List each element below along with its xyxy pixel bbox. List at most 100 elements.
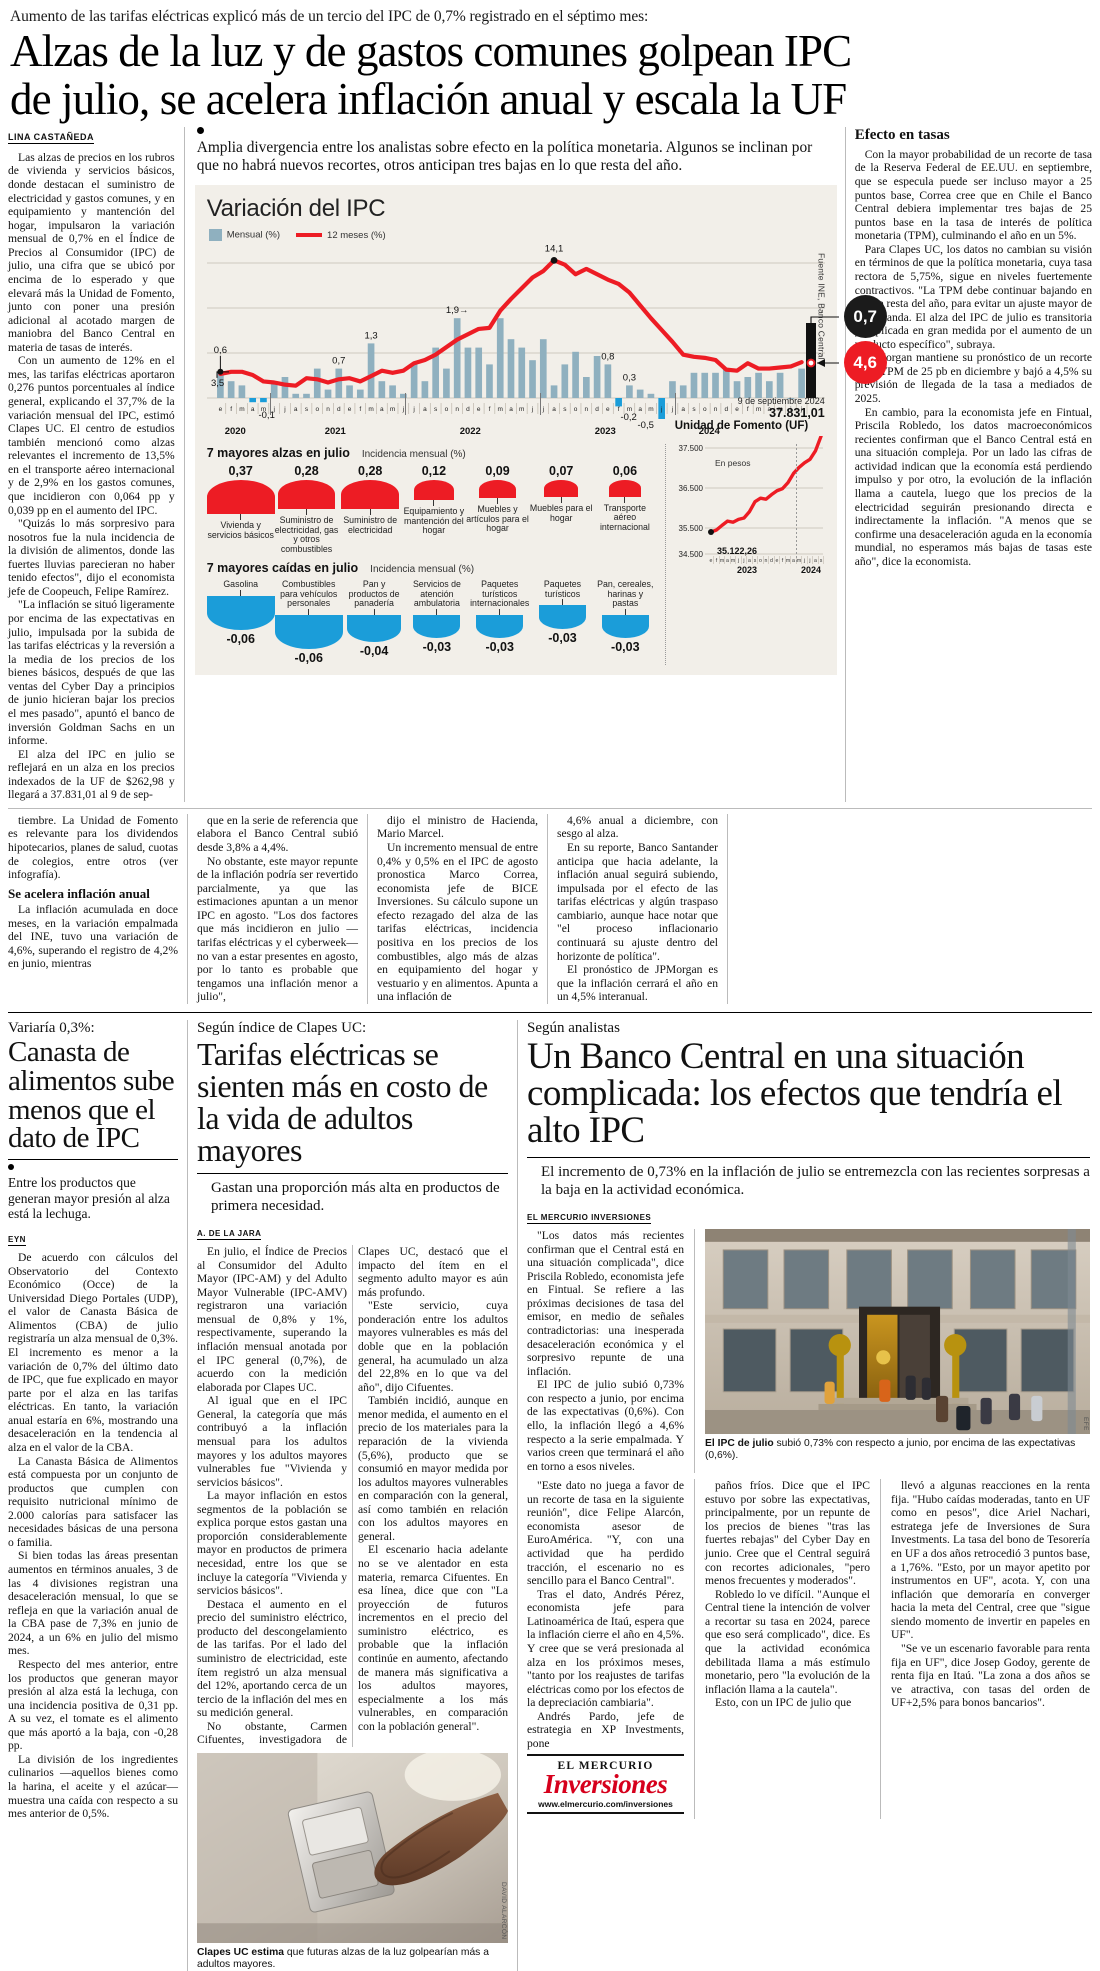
svg-text:e: e: [606, 406, 610, 413]
svg-text:a: a: [748, 558, 751, 564]
chart-bar: [582, 377, 590, 399]
story-a-body: De acuerdo con cálculos del Observatorio…: [8, 1251, 178, 1821]
story-b-deck: Gastan una proporción más alta en produc…: [211, 1180, 500, 1214]
chart-bar: [787, 398, 794, 400]
gauge-arc: [479, 480, 516, 499]
paragraph: llevó a algunas reacciones en la renta f…: [891, 1479, 1090, 1642]
chart-bar: [399, 394, 407, 399]
svg-text:e: e: [347, 406, 351, 413]
svg-text:s: s: [434, 406, 438, 413]
gauge-label: Paquetes turísticos: [543, 579, 582, 599]
story-a-byline: EYN: [8, 1235, 26, 1247]
paragraph: Con la mayor probabilidad de un recorte …: [854, 147, 1092, 243]
gauge-label: Servicios de atención ambulatoria: [412, 579, 461, 609]
chart-bar: [754, 373, 762, 399]
svg-text:a: a: [792, 558, 795, 564]
svg-text:m: m: [797, 558, 801, 564]
gauge-arc: [538, 605, 586, 629]
deck-bullet: [8, 1164, 14, 1171]
rates-sidebar: Efecto en tasas Con la mayor probabilida…: [844, 126, 1092, 802]
svg-text:n: n: [764, 558, 767, 564]
chart-bar: [518, 347, 525, 399]
story-b-kicker: Según índice de Clapes UC:: [197, 1019, 367, 1036]
paragraph: "Se ve un escenario favorable para renta…: [891, 1641, 1090, 1710]
svg-text:m: m: [756, 406, 761, 413]
chart-bar: [227, 381, 235, 399]
svg-text:j: j: [401, 406, 403, 413]
svg-text:d: d: [595, 406, 599, 413]
fall-gauge: Pan, cereales, harinas y pastas -0,03: [594, 579, 657, 665]
svg-text:j: j: [808, 558, 810, 564]
main-headline-line1: Alzas de la luz y de gastos comunes golp…: [10, 25, 852, 76]
chart-bar: [744, 377, 751, 399]
story-c-col3: llevó a algunas reacciones en la renta f…: [891, 1479, 1090, 1819]
uf-headline-value: 37.831,01: [769, 406, 825, 421]
photo-banco-central: EFE: [705, 1229, 1090, 1435]
fall-gauge: Paquetes turísticos -0,03: [531, 579, 594, 665]
svg-text:a: a: [814, 558, 817, 564]
paragraph: "Quizás lo más sorpresivo para nosotros …: [8, 517, 175, 598]
inversiones-logo[interactable]: EL MERCURIO Inversiones www.elmercurio.c…: [527, 1754, 684, 1815]
gauge-value: -0,04: [359, 643, 389, 658]
paragraph: También incidió, aunque en menor medida,…: [358, 1394, 508, 1543]
svg-text:e: e: [477, 406, 481, 413]
svg-text:s: s: [753, 558, 756, 564]
gauge-arc: [274, 614, 343, 649]
lower-section: Variaría 0,3%: Canasta de alimentos sube…: [8, 1011, 1092, 1971]
uf-chart-svg: 37.500 36.500 35.500 34.500 En pesos 35.…: [678, 434, 824, 575]
svg-text:m: m: [626, 406, 631, 413]
chart-annotation: 1,3: [364, 331, 377, 342]
chart-bar: [356, 389, 364, 399]
uf-panel: 9 de septiembre 2024 37.831,01 Unidad de…: [664, 396, 825, 665]
gauge-value: 0,12: [421, 464, 447, 479]
svg-text:d: d: [466, 406, 470, 413]
uf-date-label: 9 de septiembre 2024: [737, 396, 825, 407]
rise-gauge: 0,09 Muebles y artículos para el hogar: [466, 464, 530, 554]
svg-text:e: e: [218, 406, 222, 413]
svg-text:f: f: [617, 406, 619, 413]
gauge-value: -0,03: [611, 640, 640, 655]
cont-col-1: tiembre. La Unidad de Fomento es relevan…: [8, 813, 188, 1004]
chart-bar: [367, 343, 375, 399]
gauge-value: -0,03: [422, 640, 452, 655]
gauge-tick: [433, 500, 435, 507]
cont-col-2: que en la serie de referencia que elabor…: [188, 813, 368, 1004]
gauge-value: 0,28: [294, 464, 319, 479]
chart-annotation: 14,1: [545, 245, 564, 254]
chart-annotation: -0,1: [258, 410, 274, 421]
chart-annotation: 3,5: [211, 378, 224, 389]
gauge-label: Equipamiento y mantención del hogar: [403, 506, 465, 536]
paragraph: Para Clapes UC, los datos no cambian su …: [854, 242, 1092, 351]
cont-col-4: 4,6% anual a diciembre, con sesgo al alz…: [548, 813, 728, 1004]
chart-bar: [550, 385, 558, 399]
story-deck: Amplia divergencia entre los analistas s…: [196, 138, 813, 175]
gauge-value: -0,06: [226, 631, 255, 646]
gauge-label: Combustibles para vehículos personales: [280, 579, 338, 609]
svg-text:n: n: [455, 406, 459, 413]
chart-legend: Mensual (%) 12 meses (%): [208, 229, 825, 242]
svg-text:e: e: [775, 558, 778, 564]
fall-gauge: Paquetes turísticos internacionales -0,03: [468, 579, 531, 665]
svg-text:n: n: [584, 406, 588, 413]
photo-svg: [705, 1229, 1090, 1435]
gauge-arc: [341, 480, 400, 510]
chart-title: Variación del IPC: [206, 195, 386, 223]
caption-lead: Clapes UC estima: [197, 1946, 284, 1958]
svg-text:o: o: [703, 406, 707, 413]
paragraph: Robledo lo ve difícil. "Aunque el Centra…: [705, 1587, 870, 1696]
fall-gauge: Servicios de atención ambulatoria -0,03: [406, 579, 469, 665]
gauge-value: -0,03: [548, 630, 577, 645]
chart-bar: [690, 373, 698, 399]
chart-bar: [238, 385, 245, 399]
paragraph: La Canasta Básica de Alimentos está comp…: [8, 1454, 178, 1549]
chart-bar: [593, 356, 601, 399]
gauge-value: 0,09: [485, 464, 510, 479]
rise-gauge: 0,28 Suministro de electricidad: [338, 464, 402, 554]
rise-gauge: 0,06 Transporte aéreo internacional: [593, 464, 657, 554]
svg-text:36.500: 36.500: [678, 484, 703, 493]
gauge-label: Muebles y artículos para el hogar: [466, 504, 529, 534]
logo-url[interactable]: www.elmercurio.com/inversiones: [538, 1799, 673, 1810]
rises-subtitle: Incidencia mensual (%): [361, 449, 466, 461]
svg-text:a: a: [638, 406, 642, 413]
